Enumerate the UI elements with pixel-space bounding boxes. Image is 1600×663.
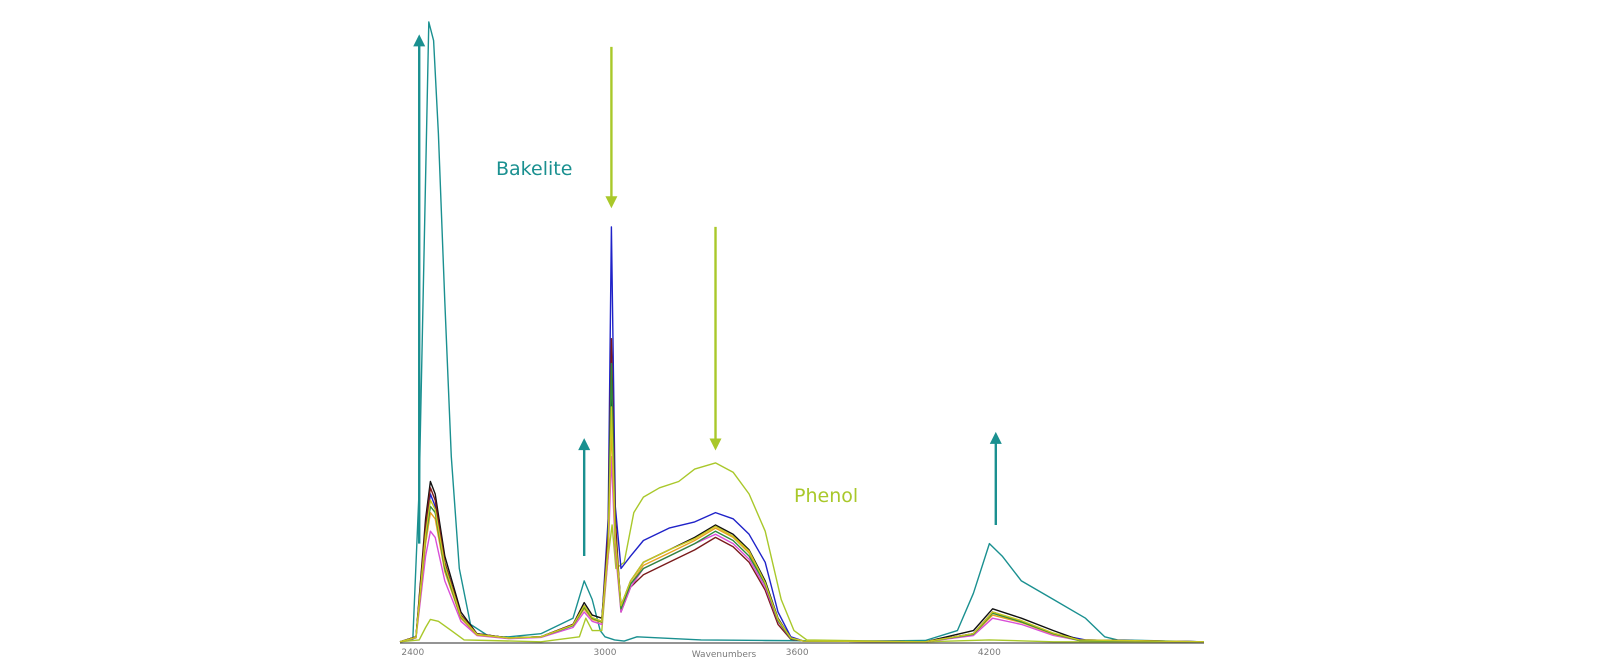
series-line-2	[399, 462, 1204, 643]
x-tick-label: 4200	[978, 648, 1001, 658]
series-layer	[399, 21, 1205, 643]
phenol-label: Phenol	[794, 485, 858, 507]
bakelite-label: Bakelite	[496, 158, 572, 180]
series-line-3	[399, 226, 1205, 643]
x-tick-layer: 2400 3000 3600 4200	[401, 648, 1001, 658]
arrow-layer	[413, 34, 1002, 557]
bakelite-up-arrow-small	[578, 438, 591, 557]
series-line-4	[399, 393, 1205, 643]
bakelite-up-arrow-large	[413, 34, 426, 544]
series-line-1	[399, 21, 1205, 643]
x-axis-title: Wavenumbers	[692, 650, 757, 660]
phenol-down-arrow-broad	[709, 226, 722, 451]
series-line-9	[399, 406, 1205, 643]
x-tick-label: 3600	[786, 648, 809, 658]
x-tick-label: 3000	[594, 648, 617, 658]
series-line-7	[399, 424, 1205, 643]
bakelite-up-arrow-right	[989, 431, 1002, 526]
phenol-down-arrow-sharp	[605, 46, 618, 209]
x-tick-label: 2400	[401, 648, 424, 658]
